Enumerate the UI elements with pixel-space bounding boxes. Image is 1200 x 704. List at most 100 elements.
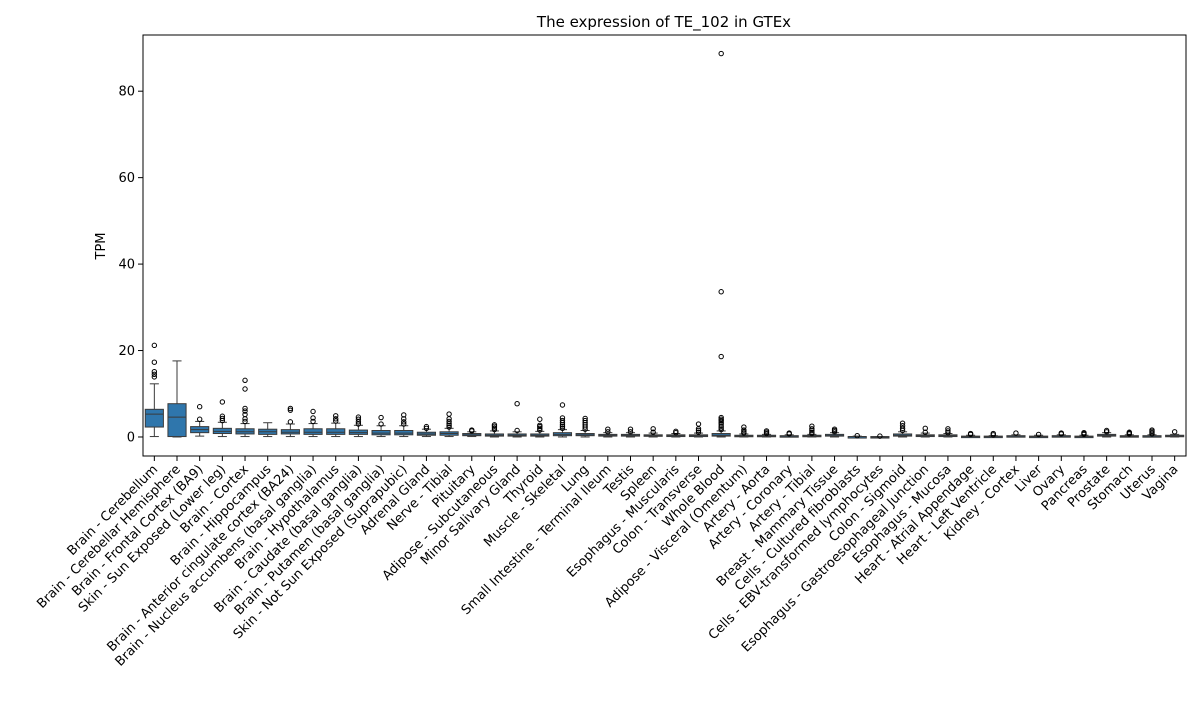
outlier-point bbox=[718, 289, 724, 295]
outlier-point bbox=[310, 418, 316, 425]
outlier-point bbox=[786, 430, 792, 436]
outlier-point bbox=[945, 429, 951, 436]
y-tick-label: 0 bbox=[127, 430, 135, 445]
outlier-point bbox=[1103, 427, 1110, 434]
outlier-point bbox=[741, 424, 747, 430]
outlier-point bbox=[355, 416, 362, 422]
outlier-point bbox=[401, 412, 407, 418]
outlier-point bbox=[491, 422, 498, 428]
outlier-point bbox=[423, 425, 430, 432]
outlier-point bbox=[242, 418, 248, 425]
outlier-point bbox=[287, 407, 294, 413]
outlier-point bbox=[333, 418, 339, 424]
outlier-point bbox=[718, 414, 724, 421]
outlier-point bbox=[287, 419, 294, 425]
y-tick-label: 60 bbox=[118, 171, 135, 186]
outlier-point bbox=[922, 425, 928, 432]
outlier-point bbox=[355, 414, 362, 420]
outlier-point bbox=[1013, 430, 1019, 436]
outlier-point bbox=[537, 416, 543, 422]
outlier-point bbox=[514, 400, 520, 407]
outlier-point bbox=[945, 428, 951, 434]
outlier-point bbox=[537, 425, 543, 432]
outlier-point bbox=[378, 414, 384, 421]
outlier-point bbox=[559, 425, 566, 432]
outlier-point bbox=[899, 425, 906, 432]
outlier-point bbox=[1126, 429, 1133, 435]
outlier-point bbox=[559, 417, 566, 424]
outlier-point bbox=[446, 411, 452, 417]
box bbox=[326, 428, 346, 435]
outlier-point bbox=[401, 416, 407, 422]
outlier-point bbox=[537, 422, 543, 429]
outlier-point bbox=[605, 429, 611, 435]
outlier-point bbox=[196, 416, 203, 422]
outlier-point bbox=[627, 429, 634, 435]
outlier-point bbox=[650, 426, 656, 432]
outlier-point bbox=[151, 371, 158, 378]
outlier-point bbox=[219, 399, 226, 405]
outlier-point bbox=[1171, 429, 1178, 435]
outlier-point bbox=[854, 432, 860, 439]
outlier-point bbox=[922, 429, 928, 435]
outlier-point bbox=[1081, 429, 1087, 436]
outlier-point bbox=[1149, 427, 1155, 433]
outlier-point bbox=[695, 421, 702, 427]
outlier-point bbox=[242, 377, 248, 384]
outlier-point bbox=[1058, 430, 1064, 436]
outlier-point bbox=[899, 420, 906, 426]
outlier-point bbox=[899, 423, 906, 429]
box bbox=[167, 403, 187, 438]
outlier-point bbox=[242, 411, 248, 418]
chart-title: The expression of TE_102 in GTEx bbox=[536, 13, 791, 32]
y-tick-label: 20 bbox=[118, 344, 135, 359]
outlier-point bbox=[151, 359, 158, 365]
outlier-point bbox=[151, 342, 158, 349]
outlier-point bbox=[401, 421, 407, 427]
plot-frame bbox=[142, 34, 1187, 457]
outlier-point bbox=[378, 421, 384, 427]
outlier-point bbox=[242, 386, 248, 392]
outlier-point bbox=[627, 426, 634, 432]
outlier-point bbox=[333, 416, 339, 422]
outlier-point bbox=[582, 417, 588, 424]
outlier-point bbox=[718, 423, 724, 429]
outlier-point bbox=[559, 415, 566, 421]
outlier-point bbox=[1035, 431, 1042, 438]
outlier-point bbox=[219, 413, 226, 419]
outlier-point bbox=[605, 426, 611, 432]
y-axis-label: TPM bbox=[94, 233, 109, 261]
outlier-point bbox=[809, 429, 815, 435]
outlier-point bbox=[763, 428, 770, 434]
outlier-point bbox=[491, 425, 498, 431]
outlier-point bbox=[741, 427, 747, 433]
outlier-point bbox=[831, 426, 838, 432]
outlier-point bbox=[967, 430, 974, 437]
outlier-point bbox=[695, 429, 702, 435]
outlier-point bbox=[718, 426, 724, 433]
outlier-point bbox=[196, 404, 203, 410]
outlier-point bbox=[718, 416, 724, 422]
outlier-point bbox=[945, 426, 951, 432]
outlier-point bbox=[287, 405, 294, 412]
outlier-point bbox=[877, 433, 883, 439]
outlier-point bbox=[718, 50, 724, 57]
outlier-point bbox=[514, 427, 520, 434]
outlier-point bbox=[401, 419, 407, 425]
outlier-point bbox=[219, 415, 226, 422]
outlier-point bbox=[446, 424, 452, 430]
outlier-point bbox=[446, 418, 452, 425]
outlier-point bbox=[582, 415, 588, 422]
outlier-point bbox=[469, 427, 475, 433]
outlier-point bbox=[673, 428, 679, 435]
outlier-point bbox=[559, 402, 566, 408]
outlier-point bbox=[333, 413, 339, 419]
outlier-point bbox=[718, 425, 724, 431]
outlier-point bbox=[446, 422, 452, 429]
outlier-point bbox=[650, 429, 656, 435]
outlier-point bbox=[151, 369, 158, 375]
box bbox=[144, 408, 164, 428]
outlier-point bbox=[310, 408, 316, 415]
